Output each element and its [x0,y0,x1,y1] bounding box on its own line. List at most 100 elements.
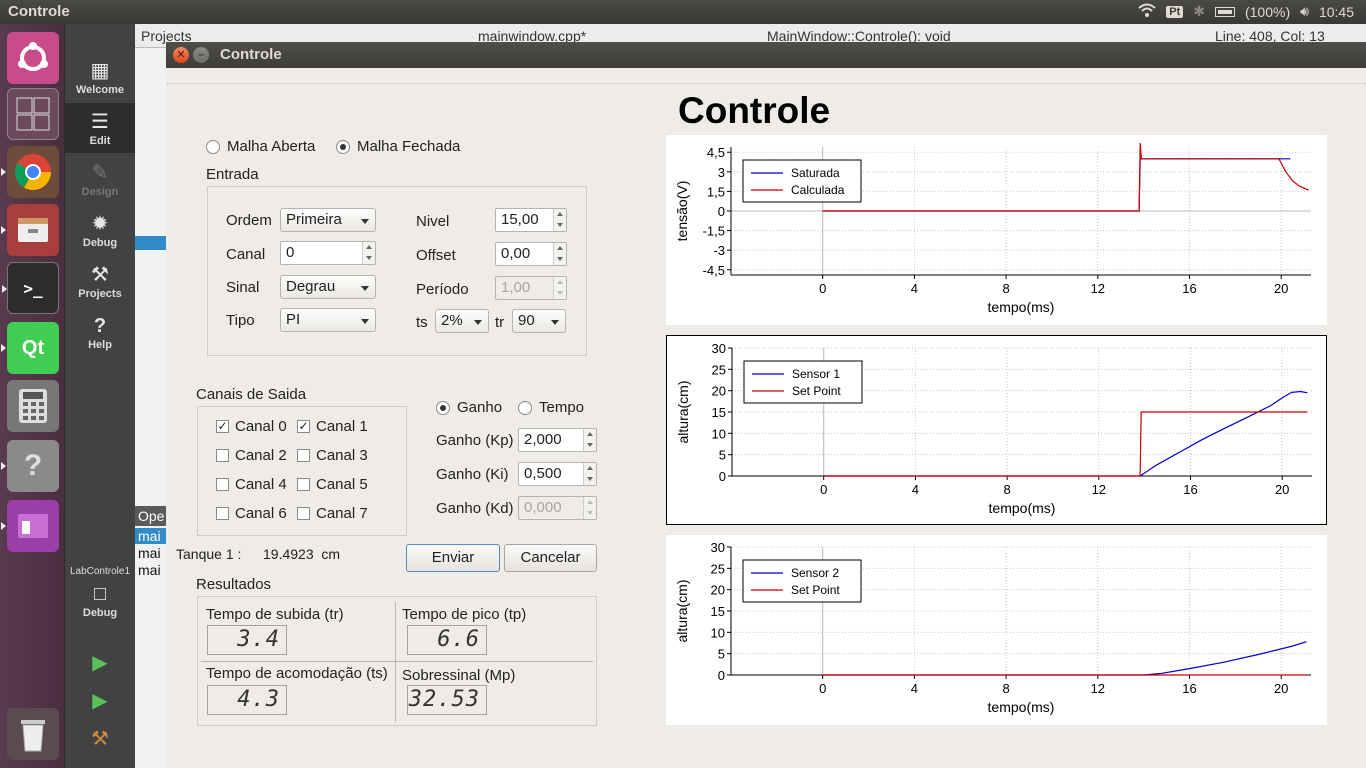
app-launcher-purple-icon[interactable] [1,500,59,552]
kp-label: Ganho (Kp) [436,432,514,449]
kit-selector[interactable]: LabControle1 □ Debug [65,564,135,634]
y-tick-label: 25 [712,362,726,377]
chevron-down-icon [551,320,559,325]
x-tick-label: 0 [819,281,826,296]
bluetooth-icon[interactable]: ✱ [1193,3,1205,19]
mode-help[interactable]: ? Help [88,315,112,351]
keyboard-layout-indicator[interactable]: Pt [1166,5,1184,18]
file-tab[interactable]: mainwindow.cpp* [478,28,587,44]
canal-2-checkbox[interactable]: Canal 2 [216,447,287,464]
offset-spinbox[interactable]: 0,00 [495,242,567,266]
tipo-select[interactable]: PI [280,308,376,332]
canal-0-checkbox[interactable]: ✓ Canal 0 [216,418,287,435]
radio-ganho[interactable]: Ganho [436,399,502,416]
chart-sensor-1[interactable]: 0 4 8 12 16 20 0 5 10 15 20 25 30 tempo(ms) altura(cm)… [666,335,1327,525]
mode-edit[interactable]: ☰ Edit [65,103,135,153]
chevron-down-icon [361,286,369,291]
nivel-spinbox[interactable]: 15,00 [495,208,567,232]
run-button[interactable]: ▶ [65,646,135,682]
open-document-item[interactable]: mai [138,545,161,561]
projects-label[interactable]: Projects [141,28,192,44]
help-icon[interactable]: ? [1,440,59,492]
volume-icon[interactable]: 🔊︎ [1300,3,1309,19]
subida-label: Tempo de subida (tr) [206,606,344,623]
qt-mode-bar: ▦ Welcome ☰ Edit ✎ Design ✹ Debug ⚒ Projects … [65,24,135,768]
chart-tensao[interactable]: 0 4 8 12 16 20 4,5 3 1,5 0 -1,5 -3 -4,5 tempo(ms) tens… [666,135,1327,325]
y-tick-label: 15 [711,604,725,619]
calculator-icon[interactable] [7,380,59,432]
page-title: Controle [678,90,831,131]
mode-debug[interactable]: ✹ Debug [82,213,118,249]
y-tick-label: 3 [718,165,725,180]
ordem-select[interactable]: Primeira [280,208,376,232]
x-tick-label: 8 [1003,482,1010,497]
y-tick-label: -4,5 [703,263,725,278]
tr-select[interactable]: 90 [512,309,566,333]
kd-spinbox[interactable]: 0,000 [518,496,597,520]
dialog-titlebar[interactable]: ✕ – Controle [166,42,1366,68]
chart-svg: 0 4 8 12 16 20 0 5 10 15 20 25 30 tempo(ms) altura(cm)… [674,540,1311,715]
x-tick-label: 8 [1002,681,1009,696]
chart-svg: 0 4 8 12 16 20 4,5 3 1,5 0 -1,5 -3 -4,5 tempo(ms) tens… [674,143,1311,315]
build-button[interactable]: ⚒ [65,722,135,758]
close-icon[interactable]: ✕ [173,47,189,63]
kp-spinbox[interactable]: 2,000 [518,428,597,452]
ki-label: Ganho (Ki) [436,466,509,483]
radio-malha-aberta[interactable]: Malha Aberta [206,138,315,155]
canal-5-checkbox[interactable]: Canal 5 [297,476,368,493]
tanque-label: Tanque 1 : [176,546,242,562]
wifi-icon[interactable] [1138,3,1156,20]
ts-select[interactable]: 2% [435,309,489,333]
acomodacao-display: 4.3 [207,685,287,715]
debug-run-button[interactable]: ▶ [65,684,135,720]
chart-sensor-2[interactable]: 0 4 8 12 16 20 0 5 10 15 20 25 30 tempo(ms) altura(cm)… [666,535,1327,725]
x-tick-label: 0 [820,482,827,497]
clock[interactable]: 10:45 [1318,3,1354,20]
mode-design[interactable]: ✎ Design [81,162,119,198]
pencil-icon: ✎ [91,162,109,184]
mode-projects[interactable]: ⚒ Projects [78,264,122,300]
chrome-icon[interactable] [1,146,59,198]
radio-malha-fechada[interactable]: Malha Fechada [336,138,460,155]
radio-tempo[interactable]: Tempo [518,399,584,416]
open-document-item[interactable]: mai [138,562,161,578]
y-tick-label: 20 [711,583,725,598]
canal-7-checkbox[interactable]: Canal 7 [297,505,368,522]
workspace-switcher-icon[interactable] [7,88,59,140]
ki-spinbox[interactable]: 0,500 [518,462,597,486]
canal-4-checkbox[interactable]: Canal 4 [216,476,287,493]
battery-percent[interactable]: (100%) [1244,3,1291,20]
top-panel: Controle Pt ✱ (100%) 🔊︎ 10:45 [0,0,1366,24]
terminal-icon[interactable]: >_ [2,262,59,314]
bug-icon: ✹ [91,213,109,235]
minimize-icon[interactable]: – [193,47,209,63]
controle-dialog: ✕ – Controle Controle Malha Aberta Malha… [166,42,1366,768]
enviar-button[interactable]: Enviar [406,544,500,572]
resultados-group [197,596,597,726]
qt-creator-icon[interactable]: Qt [1,322,59,374]
series-line-1 [822,158,1291,212]
trash-icon[interactable] [7,708,59,760]
ts-label: ts [416,314,428,331]
mode-welcome[interactable]: ▦ Welcome [75,60,125,96]
function-selector[interactable]: MainWindow::Controle(): void [767,28,951,44]
cancelar-button[interactable]: Cancelar [504,544,597,572]
sinal-select[interactable]: Degrau [280,275,376,299]
y-axis-label: tensão(V) [674,181,690,242]
canal-3-checkbox[interactable]: Canal 3 [297,447,368,464]
canal-1-checkbox[interactable]: ✓ Canal 1 [297,418,368,435]
entrada-title: Entrada [206,166,259,183]
y-axis-label: altura(cm) [675,380,691,443]
wrench-icon: ⚒ [91,264,109,286]
open-document-selected[interactable] [135,528,166,544]
periodo-spinbox[interactable]: 1,00 [495,276,567,300]
battery-icon[interactable] [1214,4,1235,20]
document-icon: ☰ [91,111,109,133]
file-manager-icon[interactable] [1,204,59,256]
x-tick-label: 20 [1274,281,1288,296]
canal-spinbox[interactable]: 0 [280,241,376,265]
canal-6-checkbox[interactable]: Canal 6 [216,505,287,522]
ubuntu-dash-icon[interactable] [7,32,59,84]
open-document-item[interactable]: mai [138,528,161,544]
tree-selection[interactable] [135,236,166,250]
